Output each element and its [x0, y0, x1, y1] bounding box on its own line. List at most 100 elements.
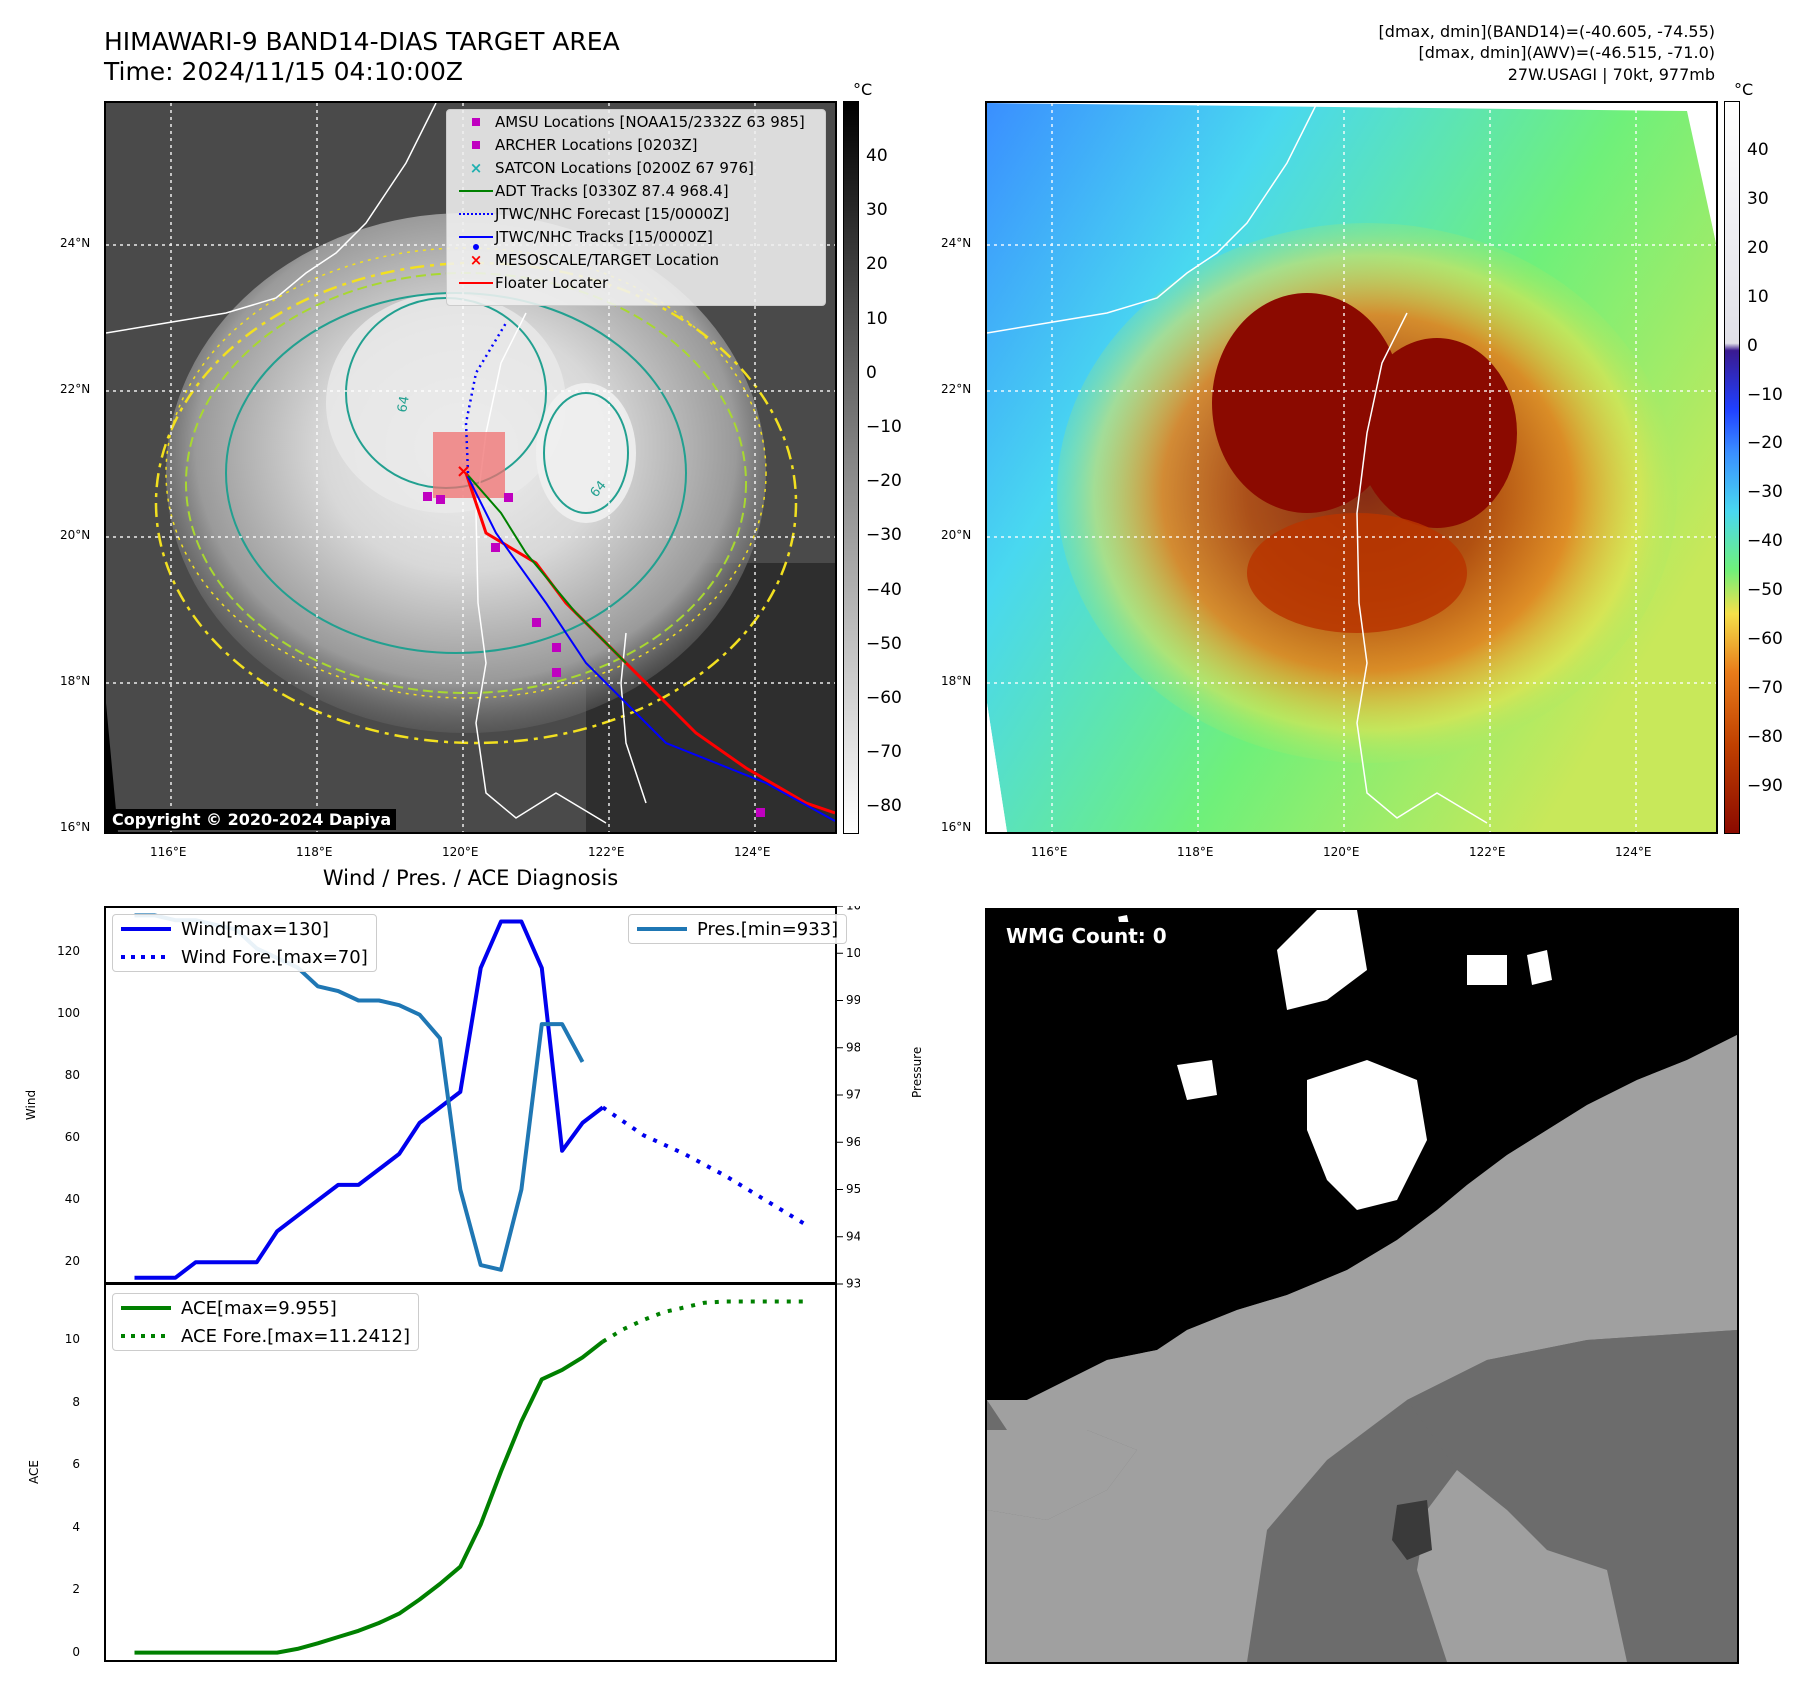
awv-colorbar-tick: −50: [1747, 580, 1783, 601]
ir-colorbar-tick: 30: [866, 200, 888, 221]
ir-colorbar-tick: 10: [866, 308, 888, 329]
awv-colorbar-tick: −80: [1747, 726, 1783, 747]
pressure-tick-label: 980: [846, 1040, 860, 1054]
awv-lat-label: 16°N: [941, 820, 972, 834]
pressure-tick-label: 1010: [846, 906, 860, 913]
awv-satellite-map: [985, 101, 1718, 834]
legend-ace-forecast-swatch: [121, 1334, 171, 1338]
wind-tick-label: 80: [64, 1068, 80, 1083]
wind-tick-label: 20: [64, 1254, 80, 1269]
awv-range-text: [dmax, dmin](AWV)=(-46.515, -71.0): [1418, 43, 1715, 62]
ir-colorbar-tick: −40: [866, 579, 902, 600]
ace-tick-label: 10: [64, 1332, 80, 1347]
ir-lat-label: 24°N: [60, 236, 91, 250]
diagnosis-chart: 930 940 950 960 970 980 990 1000 1010: [104, 906, 860, 1666]
ace-tick-label: 8: [72, 1394, 80, 1409]
storm-info-text: 27W.USAGI | 70kt, 977mb: [1507, 65, 1715, 84]
pressure-tick-label: 990: [846, 993, 860, 1007]
awv-lon-label: 124°E: [1615, 845, 1652, 859]
ir-lat-label: 16°N: [60, 820, 91, 834]
wind-forecast-line: [601, 1105, 808, 1227]
ace-forecast-line: [601, 1299, 807, 1344]
ir-colorbar-tick: −20: [866, 471, 902, 492]
ir-colorbar: [843, 101, 859, 834]
awv-colorbar-tick: −60: [1747, 629, 1783, 649]
diagnosis-chart-svg: 930 940 950 960 970 980 990 1000 1010: [104, 906, 860, 1662]
awv-colorbar-tick: −20: [1747, 433, 1783, 454]
ir-satellite-map: × 64 64 AMSU Locations [NOAA15/2332Z 63 …: [104, 101, 837, 834]
awv-colorbar-tick: −10: [1747, 384, 1783, 405]
ace-axis-label: ACE: [26, 1460, 41, 1484]
legend-item-jtwc-forecast: JTWC/NHC Forecast [15/0000Z]: [447, 202, 825, 225]
pressure-tick-label: 930: [846, 1277, 860, 1291]
pressure-tick-label: 950: [846, 1182, 860, 1196]
ace-tick-label: 0: [72, 1644, 80, 1659]
awv-lat-label: 18°N: [941, 674, 972, 688]
legend-item-jtwc-tracks: JTWC/NHC Tracks [15/0000Z]: [447, 225, 825, 250]
ir-lon-label: 118°E: [296, 845, 333, 859]
legend-wind-forecast-swatch: [121, 955, 171, 959]
ir-lat-label: 22°N: [60, 382, 91, 396]
ir-colorbar-tick: 40: [866, 146, 888, 166]
awv-colorbar-tick: −90: [1747, 775, 1783, 796]
legend-pressure-swatch: [637, 927, 687, 931]
ir-lon-label: 120°E: [442, 845, 479, 859]
legend-item-target: × MESOSCALE/TARGET Location: [469, 250, 720, 269]
awv-lon-label: 122°E: [1469, 845, 1506, 859]
awv-colorbar-tick: −30: [1747, 482, 1783, 503]
awv-colorbar-tick: 20: [1747, 237, 1769, 258]
wind-tick-label: 40: [64, 1192, 80, 1207]
wind-tick-label: 120: [57, 944, 80, 959]
figure-title-line2: Time: 2024/11/15 04:10:00Z: [104, 57, 463, 86]
ir-colorbar-tick: −70: [866, 742, 902, 763]
awv-map-image: [987, 103, 1716, 832]
pressure-tick-label: 970: [846, 1088, 860, 1102]
ir-map-legend: AMSU Locations [NOAA15/2332Z 63 985] ARC…: [446, 109, 826, 306]
legend-ace: ACE[max=9.955]: [113, 1294, 418, 1322]
legend-ace-forecast: ACE Fore.[max=11.2412]: [113, 1322, 418, 1350]
ir-lon-label: 122°E: [588, 845, 625, 859]
awv-colorbar-tick: 10: [1747, 286, 1769, 307]
ir-lon-label: 116°E: [150, 845, 187, 859]
awv-colorbar: [1724, 101, 1740, 834]
legend-item-archer: ARCHER Locations [0203Z]: [447, 133, 825, 156]
legend-item-amsu: AMSU Locations [NOAA15/2332Z 63 985]: [447, 110, 825, 133]
ir-colorbar-tick: −30: [866, 525, 902, 546]
legend-wind-swatch: [121, 927, 171, 931]
ir-colorbar-tick: 0: [866, 362, 877, 383]
ir-colorbar-tick: −80: [866, 796, 902, 817]
legend-wind-forecast: Wind Fore.[max=70]: [113, 943, 376, 971]
pressure-legend: Pres.[min=933]: [628, 914, 848, 944]
ace-tick-label: 6: [72, 1457, 80, 1472]
wmg-image: [987, 910, 1737, 1662]
ace-line: [134, 1340, 605, 1655]
awv-colorbar-tick: 40: [1747, 140, 1769, 160]
figure-title-line1: HIMAWARI-9 BAND14-DIAS TARGET AREA: [104, 27, 620, 56]
wind-tick-label: 60: [64, 1130, 80, 1145]
awv-lat-label: 20°N: [941, 528, 972, 542]
band14-range-text: [dmax, dmin](BAND14)=(-40.605, -74.55): [1378, 22, 1715, 41]
wind-line: [134, 919, 605, 1280]
pressure-axis-label: Pressure: [910, 1046, 924, 1098]
awv-lon-label: 120°E: [1323, 845, 1360, 859]
wmg-panel: WMG Count: 0: [985, 908, 1739, 1664]
wind-legend: Wind[max=130] Wind Fore.[max=70]: [112, 914, 377, 972]
wind-axis-label: Wind: [24, 1089, 39, 1121]
ace-tick-label: 4: [72, 1519, 80, 1534]
wmg-count-label: WMG Count: 0: [999, 922, 1174, 950]
svg-text:×: ×: [456, 461, 471, 482]
ir-colorbar-tick: −50: [866, 633, 902, 654]
awv-lat-label: 22°N: [941, 382, 972, 396]
ace-axes-frame: [104, 1283, 837, 1662]
legend-wind: Wind[max=130]: [113, 915, 376, 943]
ir-colorbar-unit: °C: [853, 80, 873, 99]
wind-tick-label: 100: [57, 1006, 80, 1021]
ir-colorbar-tick: −10: [866, 417, 902, 437]
pressure-tick-label: 1000: [846, 946, 860, 960]
ir-lat-label: 20°N: [60, 528, 91, 542]
awv-lat-label: 24°N: [941, 236, 972, 250]
awv-lon-label: 118°E: [1177, 845, 1214, 859]
legend-ace-swatch: [121, 1306, 171, 1310]
legend-item-adt: ADT Tracks [0330Z 87.4 968.4]: [447, 179, 825, 202]
ir-lon-label: 124°E: [734, 845, 771, 859]
